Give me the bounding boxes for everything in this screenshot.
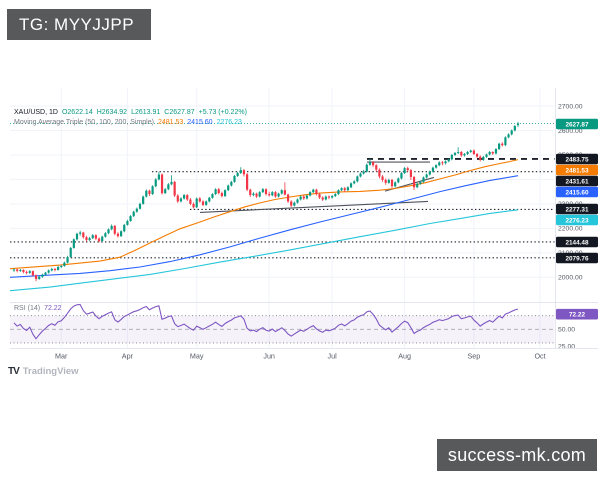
ma-indicator-header-row: Moving Average Triple (50, 100, 200, Sim… (14, 119, 242, 126)
svg-text:Sep: Sep (468, 352, 481, 361)
ma200-value: 2276.23 (216, 118, 242, 126)
ma100-value: 2415.60 (187, 118, 213, 126)
tradingview-attribution[interactable]: TV TradingView (8, 366, 79, 377)
svg-text:50.00: 50.00 (558, 327, 575, 334)
change-value: +5.73 (+0.22%) (198, 109, 247, 116)
svg-text:2415.60: 2415.60 (565, 189, 589, 196)
svg-text:2144.48: 2144.48 (565, 239, 589, 246)
svg-text:Aug: Aug (398, 352, 411, 361)
svg-text:2200.00: 2200.00 (558, 226, 583, 233)
svg-text:Oct: Oct (534, 352, 545, 361)
svg-text:2276.23: 2276.23 (565, 217, 589, 224)
svg-text:2600.00: 2600.00 (558, 128, 583, 135)
high-value: H2634.92 (96, 109, 128, 116)
rsi-header-row: RSI (14) 72.22 (14, 305, 62, 312)
symbol-header-row: XAU/USD, 1D O2622.14 H2634.92 L2613.91 C… (14, 109, 247, 116)
rsi-label: RSI (14) (14, 305, 41, 312)
svg-text:2481.53: 2481.53 (565, 167, 589, 174)
tradingview-name: TradingView (22, 366, 79, 377)
site-watermark-badge: success-mk.com (437, 439, 597, 471)
svg-text:Mar: Mar (55, 352, 68, 361)
svg-text:2627.87: 2627.87 (565, 121, 589, 128)
open-value: O2622.14 (61, 109, 93, 116)
svg-text:2079.76: 2079.76 (565, 255, 589, 262)
svg-text:72.22: 72.22 (569, 312, 585, 319)
svg-text:2483.75: 2483.75 (565, 156, 589, 163)
ma-indicator-label: Moving Average Triple (50, 100, 200, Sim… (14, 118, 154, 126)
low-value: L2613.91 (131, 109, 161, 116)
svg-text:25.00: 25.00 (558, 344, 575, 351)
rsi-value: 72.22 (44, 305, 62, 312)
ma50-value: 2481.53 (157, 118, 184, 126)
svg-text:Jun: Jun (263, 352, 275, 361)
symbol-title: XAU/USD, 1D (14, 109, 58, 116)
svg-text:May: May (190, 352, 204, 361)
svg-text:2431.61: 2431.61 (565, 178, 589, 185)
svg-text:Apr: Apr (122, 352, 134, 361)
svg-text:2000.00: 2000.00 (558, 275, 583, 282)
svg-text:Jul: Jul (328, 352, 338, 361)
svg-text:2700.00: 2700.00 (558, 103, 583, 110)
svg-text:2277.31: 2277.31 (565, 206, 589, 213)
tradingview-logo-icon: TV (8, 366, 20, 377)
telegram-watermark-badge: TG: MYYJJPP (7, 9, 151, 40)
close-value: C2627.87 (164, 109, 195, 116)
